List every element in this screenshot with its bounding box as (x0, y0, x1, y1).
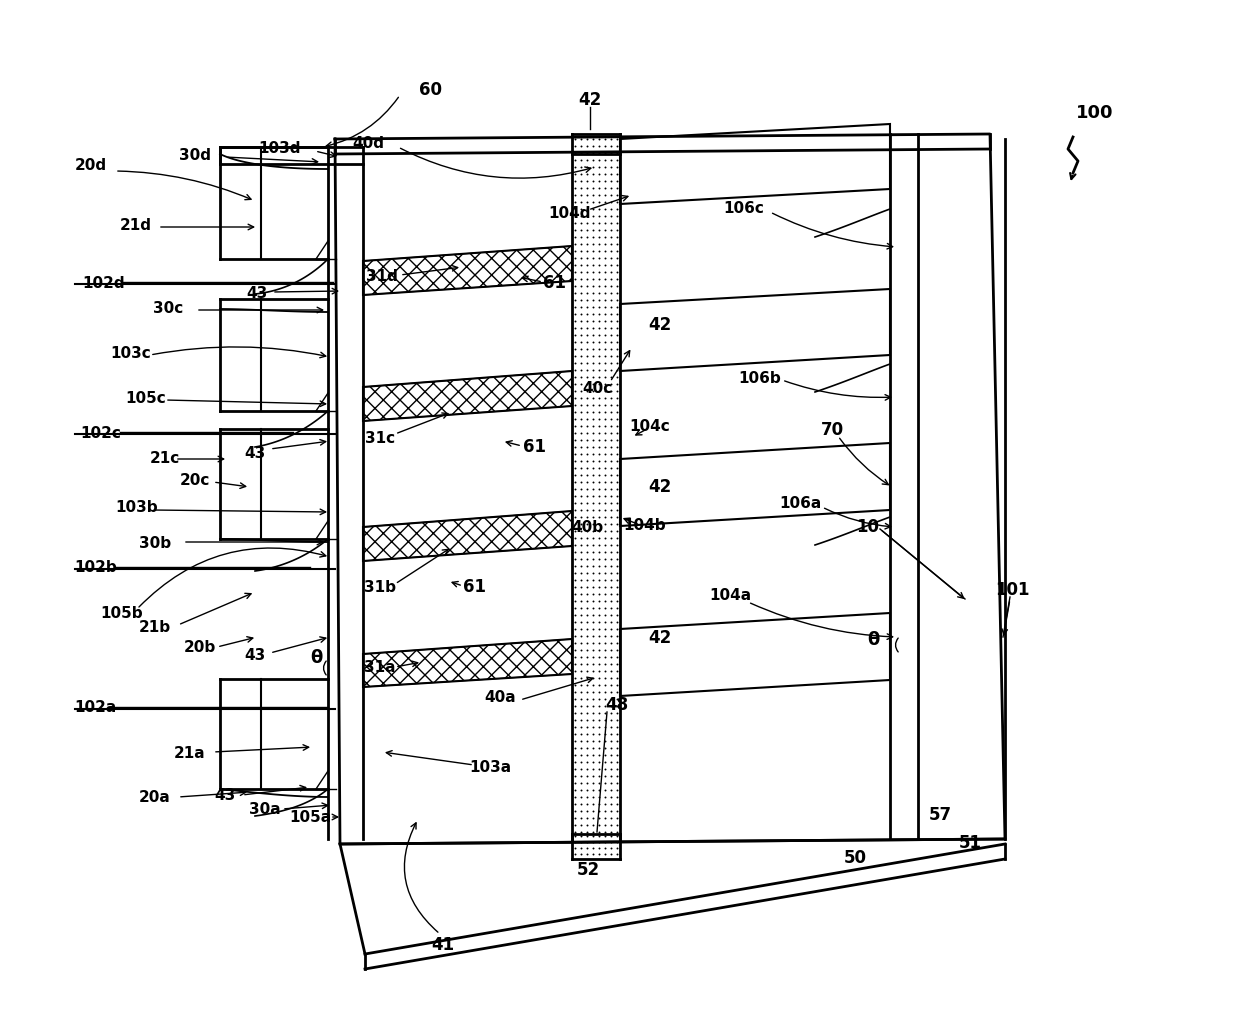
Text: 41: 41 (432, 935, 455, 953)
Text: 43: 43 (215, 788, 236, 803)
Text: 61: 61 (523, 438, 547, 456)
Text: 52: 52 (577, 860, 600, 879)
Text: 42: 42 (578, 91, 601, 109)
Text: 70: 70 (821, 421, 843, 439)
Text: 50: 50 (843, 848, 867, 866)
Polygon shape (363, 512, 572, 561)
Text: θ: θ (867, 631, 879, 648)
Text: 43: 43 (247, 285, 268, 300)
Polygon shape (363, 247, 572, 295)
Text: 106b: 106b (739, 370, 781, 385)
Text: 102d: 102d (82, 275, 125, 290)
Text: 20a: 20a (139, 790, 171, 805)
Text: 48: 48 (605, 696, 629, 714)
Text: 40d: 40d (352, 135, 384, 151)
Text: 102b: 102b (74, 560, 117, 575)
Text: 40a: 40a (484, 690, 516, 705)
Text: 61: 61 (464, 577, 486, 595)
Text: 105c: 105c (125, 390, 166, 405)
Text: θ: θ (310, 648, 322, 666)
Text: 30a: 30a (249, 802, 280, 817)
Text: 42: 42 (649, 629, 672, 646)
Text: 30c: 30c (153, 300, 184, 315)
Text: 101: 101 (994, 580, 1029, 599)
Text: 10: 10 (857, 518, 879, 536)
Text: 102c: 102c (81, 425, 120, 440)
Text: 31a: 31a (365, 660, 396, 674)
Text: 102a: 102a (74, 700, 117, 715)
Text: 106c: 106c (724, 200, 764, 215)
Text: 21b: 21b (139, 620, 171, 635)
Text: 57: 57 (929, 805, 951, 823)
Text: 104d: 104d (549, 205, 591, 220)
Text: 103b: 103b (115, 500, 157, 515)
Text: 103d: 103d (259, 141, 301, 156)
Text: 105a: 105a (289, 810, 331, 825)
Text: 100: 100 (1076, 104, 1114, 122)
Text: 43: 43 (244, 445, 265, 460)
Text: 61: 61 (543, 274, 567, 292)
Text: 20c: 20c (180, 472, 211, 487)
Text: 20b: 20b (184, 640, 216, 655)
Polygon shape (363, 372, 572, 422)
Text: 30b: 30b (139, 535, 171, 550)
Text: 60: 60 (419, 81, 441, 99)
Text: 30d: 30d (179, 148, 211, 163)
Polygon shape (620, 614, 890, 697)
Polygon shape (620, 125, 890, 205)
Polygon shape (620, 444, 890, 527)
Text: 31d: 31d (366, 268, 398, 283)
Text: 40b: 40b (570, 520, 603, 535)
Text: 104c: 104c (630, 419, 671, 433)
Text: 105b: 105b (100, 605, 143, 620)
Text: 31b: 31b (365, 580, 396, 594)
Text: 103c: 103c (110, 345, 151, 360)
Text: 51: 51 (959, 833, 982, 851)
Text: 43: 43 (244, 648, 265, 663)
Text: 40c: 40c (582, 380, 613, 395)
Text: 106a: 106a (779, 495, 821, 510)
Polygon shape (363, 639, 572, 687)
Polygon shape (620, 290, 890, 372)
Text: 42: 42 (649, 477, 672, 495)
Text: 21a: 21a (174, 745, 206, 759)
Text: 104a: 104a (709, 588, 751, 603)
Text: 42: 42 (649, 315, 672, 334)
Text: 21c: 21c (150, 450, 180, 465)
Text: 20d: 20d (74, 158, 107, 172)
Text: 104b: 104b (624, 518, 666, 533)
Text: 21d: 21d (120, 217, 153, 233)
Text: 103a: 103a (469, 759, 511, 774)
Text: 31c: 31c (365, 430, 396, 445)
